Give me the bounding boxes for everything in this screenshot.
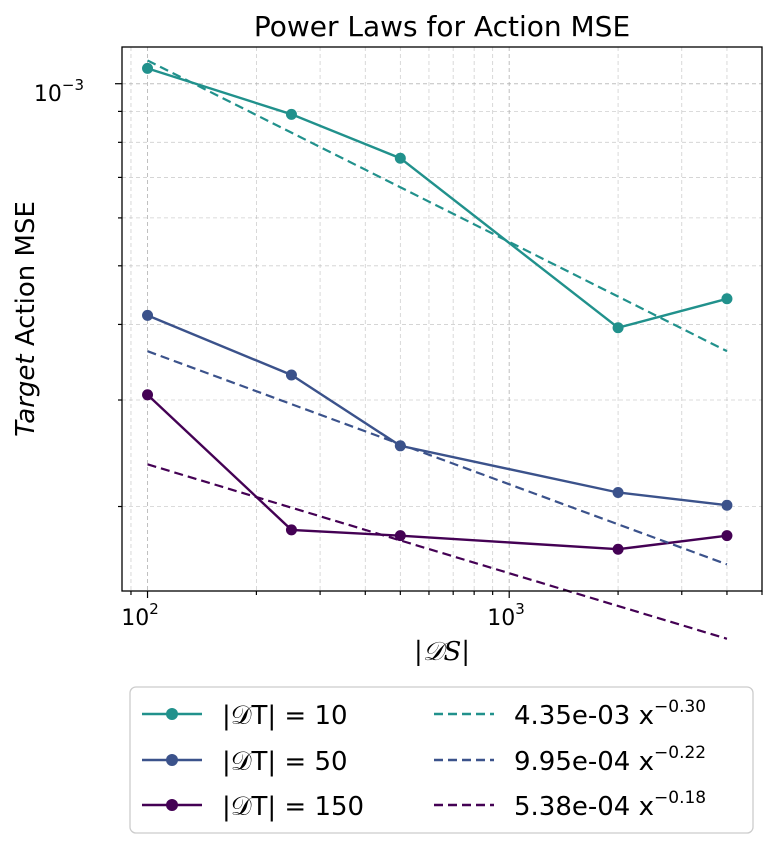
series-layer xyxy=(142,59,733,640)
data-point-0-2 xyxy=(394,152,406,164)
data-point-0-4 xyxy=(721,293,733,305)
x-tick-label: 103 xyxy=(487,600,525,631)
svg-text:9.95e-04 x−0.22: 9.95e-04 x−0.22 xyxy=(514,743,706,777)
data-point-0-1 xyxy=(285,108,297,120)
x-tick-label: 102 xyxy=(121,600,159,631)
data-point-0-0 xyxy=(142,62,154,74)
fit-line-5 xyxy=(147,463,728,640)
plot-frame xyxy=(121,46,763,592)
series-line-2 xyxy=(146,393,728,551)
legend-entry-fit3: 5.38e-04 x−0.18 xyxy=(434,788,706,822)
data-point-2-1 xyxy=(285,524,297,536)
legend-entry-dt50: |𝒟T| = 50 xyxy=(142,747,348,777)
legend: |𝒟T| = 10 |𝒟T| = 50 |𝒟T| = 150 4.35e-03 … xyxy=(129,686,754,834)
data-point-0-3 xyxy=(612,322,624,334)
y-axis-label: Target Action MSE xyxy=(11,201,41,437)
svg-text:5.38e-04 x−0.18: 5.38e-04 x−0.18 xyxy=(514,788,706,822)
data-point-1-4 xyxy=(721,499,733,511)
fit-line-3 xyxy=(147,59,728,353)
fit-line-4 xyxy=(147,350,728,566)
data-point-1-3 xyxy=(612,486,624,498)
y-tick-label: 10−3 xyxy=(34,76,84,107)
legend-entry-dt150: |𝒟T| = 150 xyxy=(142,792,364,822)
svg-text:|𝒟T| = 150: |𝒟T| = 150 xyxy=(222,792,364,822)
legend-entry-dt10: |𝒟T| = 10 xyxy=(142,701,348,731)
data-point-2-0 xyxy=(142,389,154,401)
x-axis-label: |𝒟S| xyxy=(414,637,470,667)
ticks xyxy=(115,83,763,598)
grid xyxy=(122,47,763,591)
data-point-2-3 xyxy=(612,543,624,555)
data-point-1-0 xyxy=(142,309,154,321)
svg-text:|𝒟T| = 10: |𝒟T| = 10 xyxy=(222,701,348,731)
legend-entry-fit1: 4.35e-03 x−0.30 xyxy=(434,697,706,731)
data-point-2-2 xyxy=(394,530,406,542)
svg-text:|𝒟T| = 50: |𝒟T| = 50 xyxy=(222,747,348,777)
chart-title: Power Laws for Action MSE xyxy=(254,10,630,43)
legend-entry-fit2: 9.95e-04 x−0.22 xyxy=(434,743,706,777)
svg-text:4.35e-03 x−0.30: 4.35e-03 x−0.30 xyxy=(514,697,706,731)
series-line-0 xyxy=(147,67,728,330)
data-point-1-1 xyxy=(285,369,297,381)
data-point-2-4 xyxy=(721,530,733,542)
